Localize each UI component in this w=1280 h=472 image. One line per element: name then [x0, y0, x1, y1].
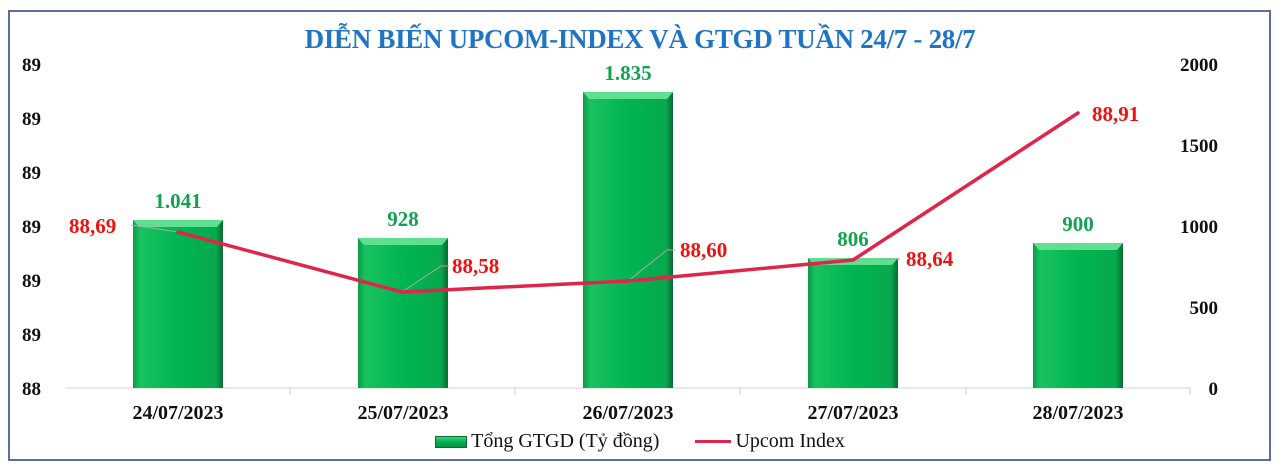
- bar-value-label: 1.041: [154, 189, 201, 213]
- bar-swatch-icon: [435, 435, 468, 448]
- leader-line: [852, 258, 901, 261]
- x-axis-label: 24/07/2023: [132, 402, 224, 424]
- right-axis-tick: 1500: [1180, 136, 1218, 157]
- left-axis-tick: 89: [22, 55, 41, 76]
- left-axis-tick: 89: [22, 271, 41, 292]
- left-axis-tick: 89: [22, 163, 41, 184]
- leader-line: [627, 249, 675, 282]
- left-axis-tick: 88: [22, 379, 41, 400]
- bar-26-07: [583, 92, 673, 388]
- bar-value-label: 1.835: [604, 61, 651, 85]
- leader-line: [130, 224, 179, 233]
- leader-line: [401, 265, 449, 293]
- bar-value-label: 900: [1062, 212, 1094, 236]
- x-axis-label: 28/07/2023: [1032, 402, 1124, 424]
- right-axis-tick: 500: [1189, 298, 1219, 319]
- bar-value-label: 928: [387, 207, 419, 231]
- bar-28-07: [1033, 243, 1123, 388]
- legend-label: Upcom Index: [735, 430, 845, 452]
- chart-title: DIỄN BIẾN UPCOM-INDEX VÀ GTGD TUẦN 24/7 …: [304, 24, 976, 54]
- x-axis-label: 26/07/2023: [582, 402, 674, 424]
- bar-value-label: 806: [837, 227, 869, 251]
- right-axis-tick: 0: [1208, 379, 1219, 400]
- line-value-label: 88,69: [69, 214, 116, 238]
- line-value-label: 88,64: [906, 247, 954, 271]
- x-axis-label: 27/07/2023: [807, 402, 899, 424]
- line-value-label: 88,58: [452, 254, 499, 278]
- line-swatch-icon: [695, 440, 732, 443]
- left-axis-tick: 89: [22, 109, 41, 130]
- bar-25-07: [358, 238, 448, 388]
- left-axis-tick: 89: [22, 217, 41, 238]
- bar-24-07: [133, 220, 223, 388]
- legend-label: Tổng GTGD (Tỷ đồng): [471, 430, 660, 452]
- left-axis-tick: 89: [22, 325, 41, 346]
- legend-item-upcom: Upcom Index: [695, 430, 845, 453]
- chart-legend: Tổng GTGD (Tỷ đồng) Upcom Index: [0, 430, 1280, 453]
- x-axis-label: 25/07/2023: [357, 402, 449, 424]
- legend-item-gtgd: Tổng GTGD (Tỷ đồng): [435, 430, 659, 453]
- line-value-label: 88,91: [1092, 102, 1139, 126]
- bar-27-07: [808, 258, 898, 388]
- upcom-index-line: [176, 111, 1080, 294]
- right-axis-tick: 2000: [1180, 55, 1218, 76]
- line-value-label: 88,60: [680, 238, 727, 262]
- right-axis-tick: 1000: [1180, 217, 1218, 238]
